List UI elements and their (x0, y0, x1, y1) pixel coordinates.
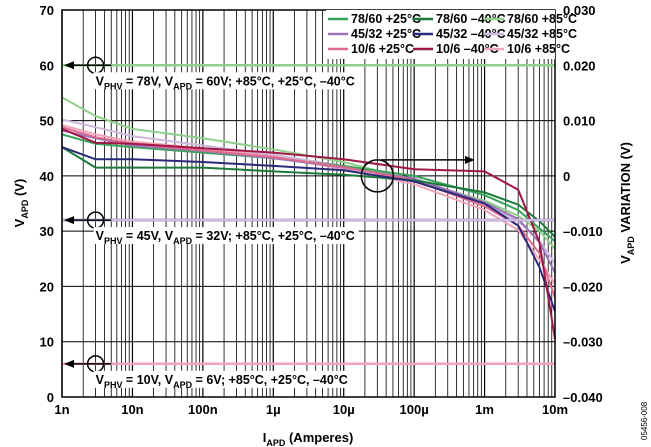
y2-tick-label: –0.020 (563, 279, 603, 294)
y2-tick-label: –0.040 (563, 390, 603, 405)
legend: 78/60 +25°C 78/60 –40°C 78/60 +85°C45/32 +… (326, 10, 577, 59)
figure-id: 05456-008 (640, 401, 649, 440)
annotation-part: = 78V, V (122, 74, 173, 88)
legend-box (326, 10, 555, 59)
legend-label: 10/6 +85°C (507, 42, 570, 56)
legend-label: 10/6 +25°C (351, 42, 414, 56)
y-tick-label: 30 (40, 224, 54, 239)
legend-label: 78/60 +85°C (507, 12, 577, 26)
y-axis-label: VAPD (V) (12, 179, 30, 228)
annotation-part: APD (173, 81, 193, 91)
arrowhead (64, 359, 74, 368)
y-tick-label: 70 (40, 3, 54, 18)
annotation-bg (93, 72, 359, 90)
variation-curves (61, 96, 556, 340)
annotation-part: PHV (104, 380, 123, 390)
annotation-part: = 6V; +85°C, +25°C, –40°C (192, 373, 348, 387)
y2-tick-label: –0.030 (563, 335, 603, 350)
x-tick-label: 100n (188, 402, 218, 417)
annotation-part: APD (173, 380, 193, 390)
y-tick-label: 0 (47, 390, 54, 405)
legend-label: 78/60 –40°C (436, 12, 506, 26)
y-tick-label: 10 (40, 335, 54, 350)
arrowhead (64, 216, 74, 225)
annotations: VPHV = 78V, VAPD = 60V; +85°C, +25°C, –4… (64, 56, 475, 390)
annotation-bg (93, 227, 359, 245)
legend-label: 45/32 –40°C (436, 27, 506, 41)
arrowhead (64, 61, 74, 70)
annotation-bg (93, 370, 352, 388)
x-tick-label: 100µ (400, 402, 429, 417)
annotation-part: = 10V, V (122, 373, 173, 387)
plot-frame (61, 9, 556, 398)
annotation-part: PHV (104, 236, 123, 246)
x-tick-label: 10n (121, 402, 143, 417)
variation-curve (61, 146, 556, 238)
y-tick-label: 50 (40, 114, 54, 129)
legend-label: 78/60 +25°C (351, 12, 421, 26)
annotation-part: = 60V; +85°C, +25°C, –40°C (192, 74, 355, 88)
y-tick-label: 20 (40, 279, 54, 294)
y2-tick-label: 0.030 (563, 3, 596, 18)
annotation-part: V (96, 373, 105, 387)
annotation-part: PHV (104, 81, 123, 91)
legend-label: 45/32 +25°C (351, 27, 421, 41)
y-tick-label: 40 (40, 169, 54, 184)
x-tick-label: 10µ (333, 402, 355, 417)
variation-curve (61, 133, 556, 242)
variation-curve (61, 126, 556, 298)
legend-label: 45/32 +85°C (507, 27, 577, 41)
annotation-text: VPHV = 10V, VAPD = 6V; +85°C, +25°C, –40… (96, 373, 348, 390)
variation-curve (61, 127, 556, 340)
annotation-text: VPHV = 45V, VAPD = 32V; +85°C, +25°C, –4… (96, 229, 355, 246)
arrowhead (464, 155, 475, 164)
annotation-part: V (96, 74, 105, 88)
series-lines (62, 64, 555, 366)
x-tick-label: 1m (475, 402, 494, 417)
variation-curve (61, 146, 556, 312)
y2-tick-label: 0.010 (563, 114, 596, 129)
y2-tick-label: 0 (563, 169, 570, 184)
annotation-part: = 45V, V (122, 229, 173, 243)
y-tick-label: 60 (40, 58, 54, 73)
x-tick-label: 1µ (266, 402, 281, 417)
annotation-part: V (96, 229, 105, 243)
x-tick-label: 1n (54, 402, 69, 417)
y2-tick-label: –0.010 (563, 224, 603, 239)
tick-labels: 1n 10n 100n 1µ 10µ 100µ 1m 10m 0 10 20 30 40 50 60 70 –0… (40, 3, 603, 417)
annotation-part: = 32V; +85°C, +25°C, –40°C (192, 229, 355, 243)
variation-marker-circle (360, 159, 395, 193)
annotation-text: VPHV = 78V, VAPD = 60V; +85°C, +25°C, –4… (96, 74, 355, 91)
legend-label: 10/6 –40°C (436, 42, 499, 56)
annotation-part: APD (173, 236, 193, 246)
y2-tick-label: 0.020 (563, 58, 596, 73)
y2-axis-label: VAPD VARIATION (V) (618, 142, 636, 264)
x-axis-label: IAPD (Amperes) (263, 430, 354, 447)
x-tick-label: 10m (542, 402, 568, 417)
